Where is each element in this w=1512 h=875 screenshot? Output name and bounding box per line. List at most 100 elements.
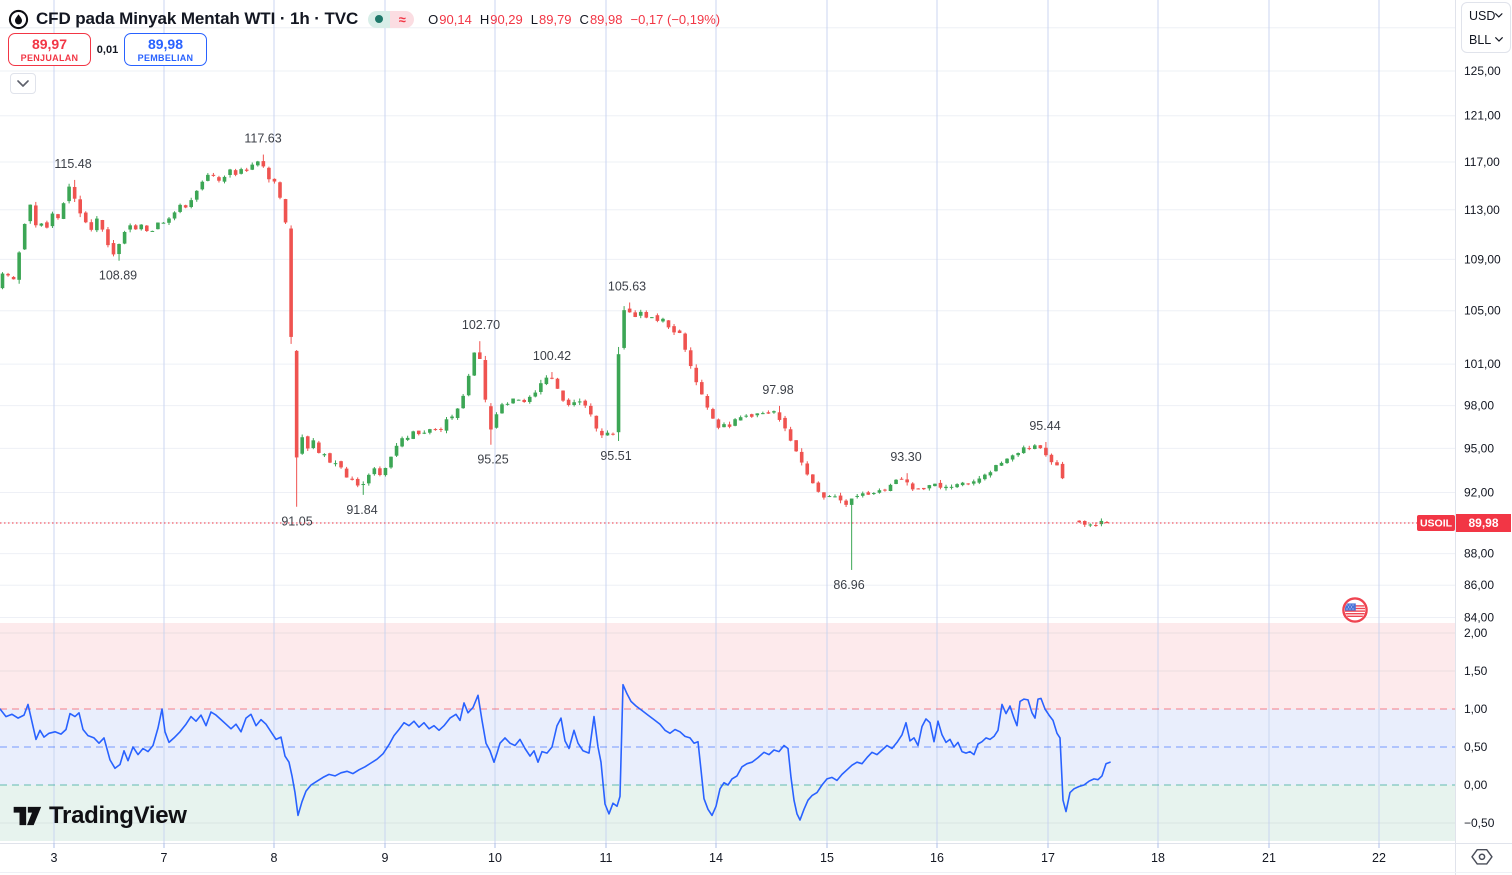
candle-body bbox=[539, 383, 543, 392]
candle-body bbox=[89, 222, 94, 230]
candle-body bbox=[788, 429, 793, 441]
tradingview-watermark-text: TradingView bbox=[49, 802, 187, 829]
candle-body bbox=[450, 416, 454, 419]
swing-low-label: 108.89 bbox=[99, 269, 137, 283]
candle-body bbox=[145, 225, 149, 232]
candle-body bbox=[411, 431, 415, 439]
candle-body bbox=[378, 468, 382, 476]
candle-body bbox=[944, 486, 948, 489]
candle-body bbox=[244, 169, 249, 171]
low-label: L bbox=[530, 11, 538, 27]
price-axis-label: 98,00 bbox=[1464, 399, 1494, 413]
unit-label: BLL bbox=[1469, 32, 1492, 47]
candle-body bbox=[799, 451, 804, 463]
scale-settings-icon[interactable] bbox=[1471, 848, 1493, 865]
candle-body bbox=[744, 415, 748, 417]
candle-body bbox=[827, 496, 832, 498]
indicator-axis-label: 0,00 bbox=[1464, 778, 1488, 792]
candle-body bbox=[511, 398, 515, 404]
candle-body bbox=[278, 182, 282, 198]
candle-body bbox=[317, 442, 321, 453]
candle-body bbox=[966, 483, 970, 485]
candle-body bbox=[1055, 462, 1059, 466]
time-axis-label: 16 bbox=[930, 851, 944, 865]
candle-body bbox=[400, 438, 404, 447]
candle-body bbox=[367, 474, 371, 484]
high-value: 90,29 bbox=[490, 11, 523, 27]
candle-body bbox=[749, 414, 754, 417]
candle-body bbox=[949, 486, 954, 488]
delayed-data-icon: ≈ bbox=[390, 10, 415, 28]
swing-low-label: 86.96 bbox=[833, 578, 864, 592]
candle-body bbox=[11, 276, 16, 280]
candle-body bbox=[139, 224, 144, 230]
indicator-axis-label: 1,50 bbox=[1464, 664, 1488, 678]
candle-body bbox=[922, 487, 926, 490]
price-axis-label: 88,00 bbox=[1464, 547, 1494, 561]
spread-value: 0,01 bbox=[96, 43, 119, 56]
swing-low-label: 95.51 bbox=[600, 449, 631, 463]
candle-body bbox=[6, 273, 10, 276]
price-axis-label: 125,00 bbox=[1464, 64, 1501, 78]
time-axis-label: 3 bbox=[51, 851, 58, 865]
sell-button[interactable]: 89,97 PENJUALAN bbox=[8, 33, 91, 66]
indicator-line bbox=[0, 683, 1111, 821]
candle-body bbox=[627, 308, 632, 313]
candle-body bbox=[194, 190, 199, 200]
candle-body bbox=[872, 493, 876, 495]
swing-high-label: 100.42 bbox=[533, 349, 571, 363]
candle-body bbox=[372, 468, 377, 475]
candle-body bbox=[566, 399, 571, 406]
candle-body bbox=[328, 453, 332, 463]
candle-body bbox=[200, 181, 205, 190]
indicator-axis-label: 0,50 bbox=[1464, 740, 1488, 754]
candle-body bbox=[516, 399, 521, 401]
candle-body bbox=[483, 360, 488, 400]
symbol-title[interactable]: CFD pada Minyak Mentah WTI · 1h · TVC bbox=[36, 9, 359, 28]
time-axis-label: 14 bbox=[709, 851, 723, 865]
open-value: 90,14 bbox=[439, 11, 472, 27]
candle-body bbox=[855, 495, 859, 497]
candle-body bbox=[106, 229, 110, 246]
candle-body bbox=[211, 174, 216, 176]
buy-button[interactable]: 89,98 PEMBELIAN bbox=[124, 33, 207, 66]
candle-body bbox=[261, 161, 266, 167]
candle-body bbox=[877, 490, 882, 493]
market-status-pill[interactable]: ≈ bbox=[368, 10, 415, 28]
candle-body bbox=[350, 478, 354, 480]
candle-body bbox=[711, 409, 715, 419]
candle-body bbox=[927, 485, 932, 489]
swing-high-label: 102.70 bbox=[462, 318, 500, 332]
candle-body bbox=[267, 167, 271, 180]
time-axis[interactable] bbox=[0, 843, 1512, 875]
unit-selector[interactable]: BLL bbox=[1462, 28, 1510, 52]
candle-body bbox=[577, 401, 582, 403]
chevron-down-button[interactable] bbox=[10, 73, 36, 94]
usoil-tag: USOIL bbox=[1417, 514, 1455, 531]
time-axis-label: 10 bbox=[488, 851, 502, 865]
time-axis-label: 7 bbox=[161, 851, 168, 865]
ohlc-values: O 90,14 H 90,29 L 89,79 C 89,98 −0,17 (−0,19… bbox=[428, 12, 720, 27]
tradingview-watermark[interactable]: TradingView bbox=[12, 801, 187, 831]
candle-body bbox=[738, 417, 743, 421]
candle-body bbox=[67, 186, 71, 202]
candle-body bbox=[766, 412, 771, 414]
candle-body bbox=[600, 430, 604, 436]
candle-body bbox=[849, 498, 854, 505]
candle-body bbox=[133, 225, 138, 230]
candle-body bbox=[977, 478, 982, 483]
price-axis[interactable] bbox=[1455, 0, 1512, 875]
candle-body bbox=[888, 484, 893, 492]
currency-selector[interactable]: USD bbox=[1462, 4, 1510, 28]
us-flag-icon[interactable] bbox=[1342, 597, 1368, 623]
tradingview-logo-icon bbox=[13, 806, 42, 826]
candle-body bbox=[95, 218, 99, 231]
candle-body bbox=[589, 405, 593, 415]
candle-body bbox=[822, 492, 826, 498]
candle-body bbox=[72, 186, 77, 199]
candle-body bbox=[305, 436, 310, 449]
swing-high-label: 95.44 bbox=[1029, 419, 1060, 433]
candle-body bbox=[217, 177, 221, 181]
price-axis-label: 92,00 bbox=[1464, 485, 1494, 499]
